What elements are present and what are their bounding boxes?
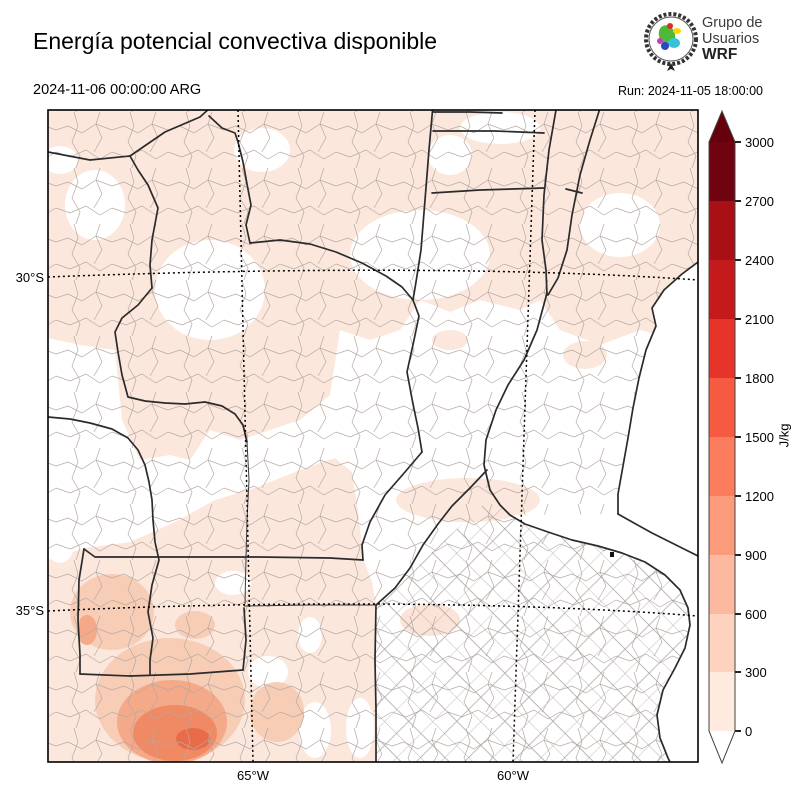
colorbar-segment [709,378,735,437]
logo-line1: Grupo de [702,15,763,31]
colorbar-tick-label: 2400 [745,253,774,268]
rivers-and-coastlines [483,110,698,762]
colorbar-tickmark [735,318,741,320]
graticule [48,110,698,762]
colorbar-tickmark [735,554,741,556]
parallel-30s [48,269,698,281]
colorbar-segment [709,260,735,319]
colorbar-segment [709,319,735,378]
colorbar-tick-label: 3000 [745,135,774,150]
colorbar-tickmark [735,200,741,202]
colorbar-tickmark [735,141,741,143]
meridian-60w [512,110,536,762]
lon-label-65w: 65°W [237,768,269,783]
colorbar-tick-label: 1500 [745,430,774,445]
colorbar-tickmark [735,436,741,438]
lat-label-30s: 30°S [15,270,44,285]
colorbar-tick-label: 900 [745,548,767,563]
colorbar-tickmark [735,730,741,732]
colorbar-tick-label: 600 [745,607,767,622]
logo-line3: WRF [702,46,738,63]
colorbar-segment [709,496,735,555]
page-title: Energía potencial convectiva disponible [33,28,438,54]
colorbar-tickmark [735,671,741,673]
colorbar-tick-label: 0 [745,724,753,739]
colorbar-tick-label: 2700 [745,194,774,209]
colorbar-tickmark [735,259,741,261]
colorbar-outline [708,109,736,765]
valid-datetime: 2024-11-06 00:00:00 ARG [33,82,202,98]
colorbar-segment [709,142,735,201]
colorbar-tick-label: 2100 [745,312,774,327]
uruguay-blank-area [618,262,698,556]
buenos-aires-partidos-mesh [376,497,690,762]
colorbar-tickmark [735,613,741,615]
colorbar-segment [709,437,735,496]
run-datetime: Run: 2024-11-05 18:00:00 [617,84,763,98]
colorbar-segment [709,555,735,614]
province-borders [48,110,583,762]
colorbar-tickmark [735,495,741,497]
parallel-35s [48,603,698,617]
map-frame [47,109,699,763]
lon-label-60w: 60°W [497,768,529,783]
colorbar-tickmark [735,377,741,379]
meridian-65w [237,110,254,762]
colorbar-tick-label: 1200 [745,489,774,504]
colorbar-segment [709,614,735,672]
logo-line2: Usuarios [702,30,760,47]
colorbar-tick-label: 1800 [745,371,774,386]
rio-de-la-plata-water [510,514,698,762]
lat-label-35s: 35°S [15,603,44,618]
colorbar-segment [709,201,735,260]
logo-text: Grupo de Usuarios WRF [702,15,763,63]
colorbar-segment [709,672,735,731]
colorbar-tick-label: 300 [745,665,767,680]
wrf-logo-icon [642,12,700,81]
buenos-aires-city-marker [610,552,614,557]
